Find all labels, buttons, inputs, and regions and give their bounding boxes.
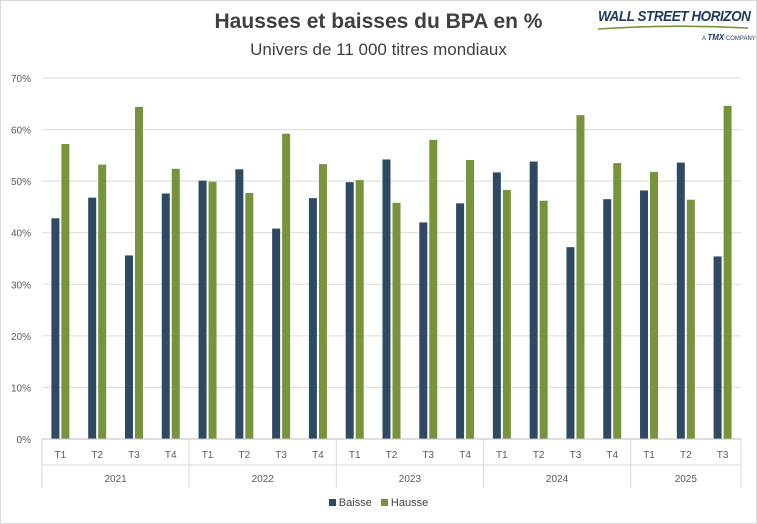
- x-tick-label-quarter: T3: [422, 450, 434, 461]
- y-tick-label: 20%: [11, 332, 31, 343]
- y-tick-label: 60%: [11, 126, 31, 137]
- bar-baisse-2022-t1: [198, 180, 207, 439]
- logo-tmx: TMX: [707, 33, 725, 42]
- bar-baisse-2023-t4: [456, 203, 465, 439]
- x-tick-label-year: 2021: [104, 474, 127, 485]
- legend-label-baisse: Baisse: [338, 497, 372, 509]
- legend-item-hausse: Hausse: [380, 497, 429, 509]
- bar-baisse-2022-t3: [272, 228, 281, 439]
- bar-hausse-2021-t3: [134, 106, 143, 439]
- bar-hausse-2025-t3: [723, 105, 732, 439]
- chart-title: Hausses et baisses du BPA en %: [214, 10, 543, 33]
- bar-baisse-2023-t1: [345, 182, 354, 439]
- bar-baisse-2023-t3: [419, 222, 428, 439]
- bar-baisse-2022-t2: [235, 169, 244, 439]
- bar-hausse-2022-t2: [245, 193, 254, 439]
- bar-hausse-2024-t4: [613, 163, 622, 440]
- y-tick-label: 0%: [17, 435, 32, 446]
- bar-hausse-2023-t4: [466, 159, 475, 439]
- x-tick-label-quarter: T4: [606, 450, 618, 461]
- bar-hausse-2024-t2: [539, 200, 548, 439]
- bar-baisse-2021-t4: [161, 193, 170, 439]
- logo-wordmark: WALL STREET HORIZON: [598, 8, 751, 25]
- bar-baisse-2021-t1: [51, 218, 60, 439]
- x-tick-label-quarter: T3: [275, 450, 287, 461]
- x-tick-label-year: 2025: [675, 474, 698, 485]
- bar-hausse-2021-t4: [171, 168, 180, 439]
- bar-hausse-2021-t1: [61, 144, 70, 440]
- x-tick-label-quarter: T4: [312, 450, 324, 461]
- bar-hausse-2021-t2: [98, 164, 107, 439]
- legend-swatch-baisse: [328, 499, 336, 506]
- bar-baisse-2025-t3: [713, 256, 722, 439]
- bar-baisse-2024-t3: [566, 247, 575, 439]
- x-tick-label-year: 2024: [546, 474, 569, 485]
- bar-hausse-2024-t1: [502, 189, 511, 439]
- y-tick-label: 70%: [11, 74, 31, 85]
- bar-baisse-2024-t4: [603, 199, 612, 439]
- bar-hausse-2022-t3: [282, 133, 291, 439]
- logo-tagline-prefix: A: [702, 36, 706, 42]
- y-tick-label: 10%: [11, 383, 31, 394]
- y-tick-label: 30%: [11, 280, 31, 291]
- bar-hausse-2024-t3: [576, 115, 585, 439]
- bar-baisse-2021-t2: [88, 197, 97, 439]
- logo-tagline-suffix: COMPANY: [725, 36, 756, 42]
- bar-hausse-2022-t4: [318, 164, 327, 440]
- bar-baisse-2025-t2: [676, 162, 685, 439]
- bar-hausse-2025-t1: [650, 171, 659, 440]
- x-tick-label-quarter: T2: [386, 450, 398, 461]
- x-tick-label-quarter: T2: [239, 450, 251, 461]
- legend-swatch-hausse: [380, 499, 388, 506]
- wall-street-horizon-logo: WALL STREET HORIZON A TMX COMPANY: [598, 8, 756, 48]
- bar-hausse-2023-t1: [355, 180, 364, 439]
- x-tick-label-quarter: T1: [55, 450, 67, 461]
- bar-hausse-2025-t2: [686, 199, 695, 439]
- logo-tagline: A TMX COMPANY: [702, 33, 756, 42]
- x-tick-label-quarter: T1: [202, 450, 214, 461]
- x-tick-label-quarter: T1: [643, 450, 655, 461]
- bar-baisse-2022-t4: [308, 198, 317, 439]
- x-tick-label-quarter: T2: [680, 450, 692, 461]
- x-tick-label-quarter: T2: [91, 450, 103, 461]
- bar-baisse-2024-t2: [529, 161, 538, 439]
- chart-subtitle: Univers de 11 000 titres mondiaux: [250, 40, 507, 59]
- legend-label-hausse: Hausse: [390, 497, 429, 509]
- bar-baisse-2024-t1: [492, 172, 501, 439]
- x-tick-label-quarter: T3: [717, 450, 729, 461]
- bar-hausse-2022-t1: [208, 181, 217, 439]
- bar-baisse-2025-t1: [640, 190, 649, 439]
- x-tick-label-quarter: T4: [459, 450, 471, 461]
- bar-hausse-2023-t2: [392, 202, 401, 439]
- chart-legend: Baisse Hausse: [0, 497, 757, 509]
- bar-baisse-2023-t2: [382, 159, 391, 440]
- x-tick-label-quarter: T2: [533, 450, 545, 461]
- y-tick-label: 40%: [11, 229, 31, 240]
- logo-swoosh-icon: [598, 25, 748, 30]
- bar-baisse-2021-t3: [124, 255, 133, 439]
- x-tick-label-quarter: T4: [165, 450, 177, 461]
- x-tick-label-year: 2023: [399, 474, 422, 485]
- y-tick-label: 50%: [11, 177, 31, 188]
- legend-item-baisse: Baisse: [328, 497, 372, 509]
- x-tick-label-quarter: T3: [570, 450, 582, 461]
- x-tick-label-year: 2022: [252, 474, 275, 485]
- x-tick-label-quarter: T1: [496, 450, 508, 461]
- x-tick-label-quarter: T1: [349, 450, 361, 461]
- bar-hausse-2023-t3: [429, 139, 438, 439]
- x-tick-label-quarter: T3: [128, 450, 140, 461]
